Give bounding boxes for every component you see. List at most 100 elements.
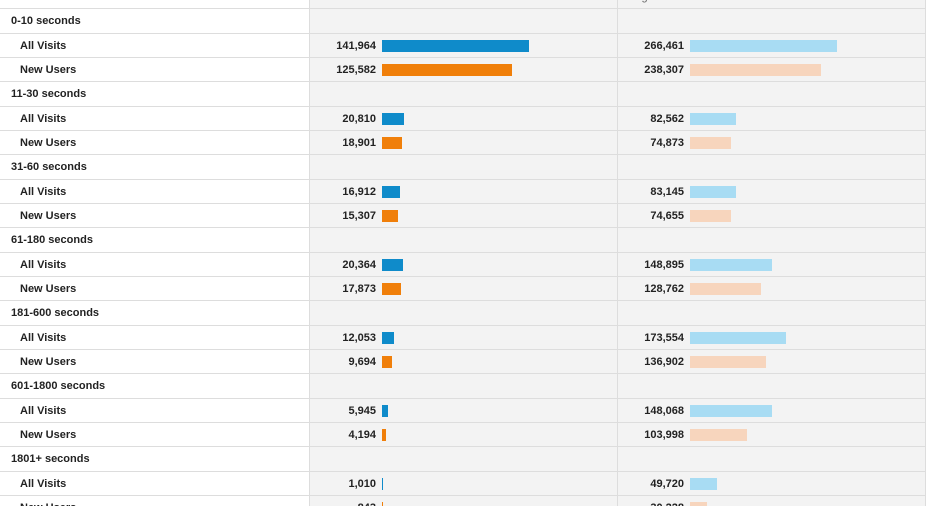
table-cell — [0, 301, 310, 326]
table-cell — [618, 447, 926, 472]
table-cell — [310, 252, 618, 277]
visits-value: 20,364 — [342, 258, 376, 271]
pageviews-bar — [690, 501, 707, 506]
table-cell — [310, 228, 618, 253]
table-cell — [0, 82, 310, 107]
visits-value: 125,582 — [336, 63, 376, 76]
row-label: New Users — [20, 209, 77, 222]
table-cell — [310, 203, 618, 229]
table-cell — [310, 301, 618, 326]
table-cell — [618, 398, 926, 423]
table-cell — [618, 203, 926, 229]
visits-bar — [382, 112, 404, 125]
row-label: All Visits — [20, 39, 67, 52]
table-cell — [0, 252, 310, 277]
table-cell — [0, 398, 310, 423]
pageviews-value: 173,554 — [644, 331, 684, 344]
table-cell — [0, 374, 310, 399]
visits-value: 20,810 — [342, 112, 376, 125]
pageviews-bar — [690, 477, 718, 490]
table-cell — [0, 130, 310, 156]
pageviews-bar — [690, 136, 732, 149]
visits-value: 17,873 — [342, 282, 376, 295]
visits-value: 1,010 — [348, 477, 376, 490]
pageviews-bar — [690, 209, 732, 222]
pageviews-bar — [690, 258, 773, 271]
row-label: All Visits — [20, 477, 67, 490]
visits-bar — [382, 501, 383, 506]
table-cell — [618, 9, 926, 34]
table-cell — [310, 276, 618, 302]
table-cell — [0, 0, 310, 10]
table-cell — [618, 276, 926, 302]
table-cell — [0, 447, 310, 472]
row-label: New Users — [20, 63, 77, 76]
visits-value: 843 — [358, 501, 376, 506]
pageviews-bar — [690, 39, 837, 52]
table-cell — [310, 447, 618, 472]
pageviews-value: 82,562 — [650, 112, 684, 125]
table-cell — [0, 106, 310, 131]
table-cell — [310, 82, 618, 107]
table-cell — [618, 471, 926, 496]
table-cell — [618, 179, 926, 204]
visits-bar — [382, 331, 395, 344]
group-title: 61-180 seconds — [11, 234, 93, 247]
row-label: All Visits — [20, 112, 67, 125]
pageviews-value: 103,998 — [644, 428, 684, 441]
visits-value: 16,912 — [342, 185, 376, 198]
visits-value: 5,945 — [348, 404, 376, 417]
visits-bar — [382, 355, 393, 368]
pageviews-value: 136,902 — [644, 355, 684, 368]
pageviews-value: 83,145 — [650, 185, 684, 198]
table-cell — [0, 325, 310, 350]
table-cell — [618, 0, 926, 10]
row-label: All Visits — [20, 185, 67, 198]
pageviews-bar — [690, 185, 736, 198]
visits-bar — [382, 136, 402, 149]
row-label: New Users — [20, 136, 77, 149]
pageviews-bar — [690, 404, 772, 417]
pageviews-value: 148,895 — [644, 258, 684, 271]
table-cell — [618, 301, 926, 326]
pageviews-bar — [690, 331, 786, 344]
table-cell — [310, 0, 618, 10]
table-cell — [618, 155, 926, 180]
table-cell — [0, 33, 310, 58]
row-label: New Users — [20, 282, 77, 295]
table-cell — [310, 179, 618, 204]
table-cell — [310, 374, 618, 399]
visits-bar — [382, 185, 400, 198]
table-cell — [618, 228, 926, 253]
pageviews-bar — [690, 63, 822, 76]
column-header: Visits — [320, 0, 346, 4]
pageviews-bar — [690, 428, 748, 441]
row-label: New Users — [20, 355, 77, 368]
table-cell — [0, 276, 310, 302]
table-cell — [0, 471, 310, 496]
table-cell — [618, 130, 926, 156]
pageviews-value: 238,307 — [644, 63, 684, 76]
visits-value: 12,053 — [342, 331, 376, 344]
table-cell — [618, 349, 926, 375]
visits-value: 15,307 — [342, 209, 376, 222]
row-label: All Visits — [20, 331, 67, 344]
table-cell — [0, 9, 310, 34]
pageviews-value: 74,873 — [650, 136, 684, 149]
table-cell — [0, 155, 310, 180]
table-cell — [310, 9, 618, 34]
pageviews-bar — [690, 355, 766, 368]
visits-bar — [382, 63, 513, 76]
visits-bar — [382, 209, 398, 222]
column-header: Visit Duration — [10, 0, 75, 4]
visits-bar — [382, 39, 529, 52]
group-title: 1801+ seconds — [11, 453, 90, 466]
table-cell — [618, 495, 926, 506]
table-cell — [618, 82, 926, 107]
table-cell — [618, 106, 926, 131]
row-label: New Users — [20, 428, 77, 441]
table-cell — [310, 130, 618, 156]
table-cell — [0, 179, 310, 204]
row-label: All Visits — [20, 404, 67, 417]
table-cell — [310, 155, 618, 180]
